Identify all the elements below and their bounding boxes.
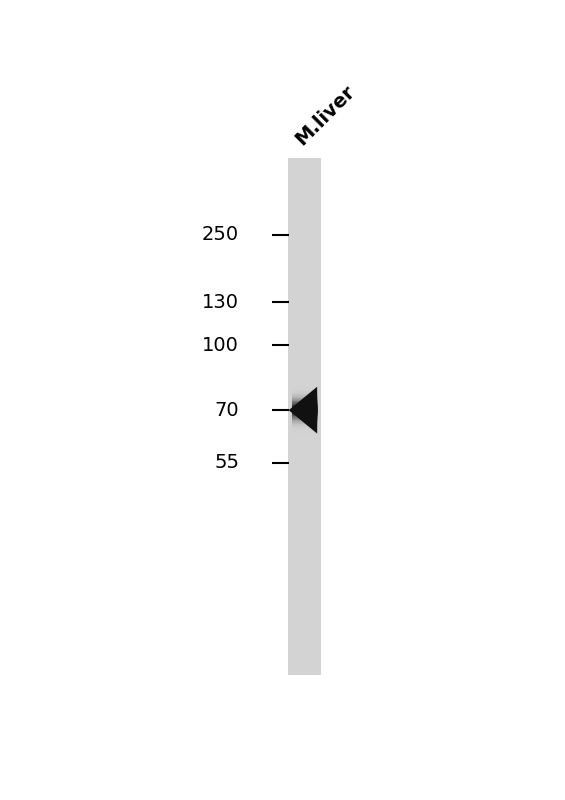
Text: 250: 250 (202, 225, 239, 244)
Text: 55: 55 (214, 453, 239, 472)
Text: 100: 100 (202, 336, 239, 355)
Text: 70: 70 (215, 401, 239, 420)
Bar (289, 158, 321, 675)
Text: 130: 130 (202, 293, 239, 312)
Text: M.liver: M.liver (292, 82, 358, 148)
Polygon shape (289, 386, 317, 434)
